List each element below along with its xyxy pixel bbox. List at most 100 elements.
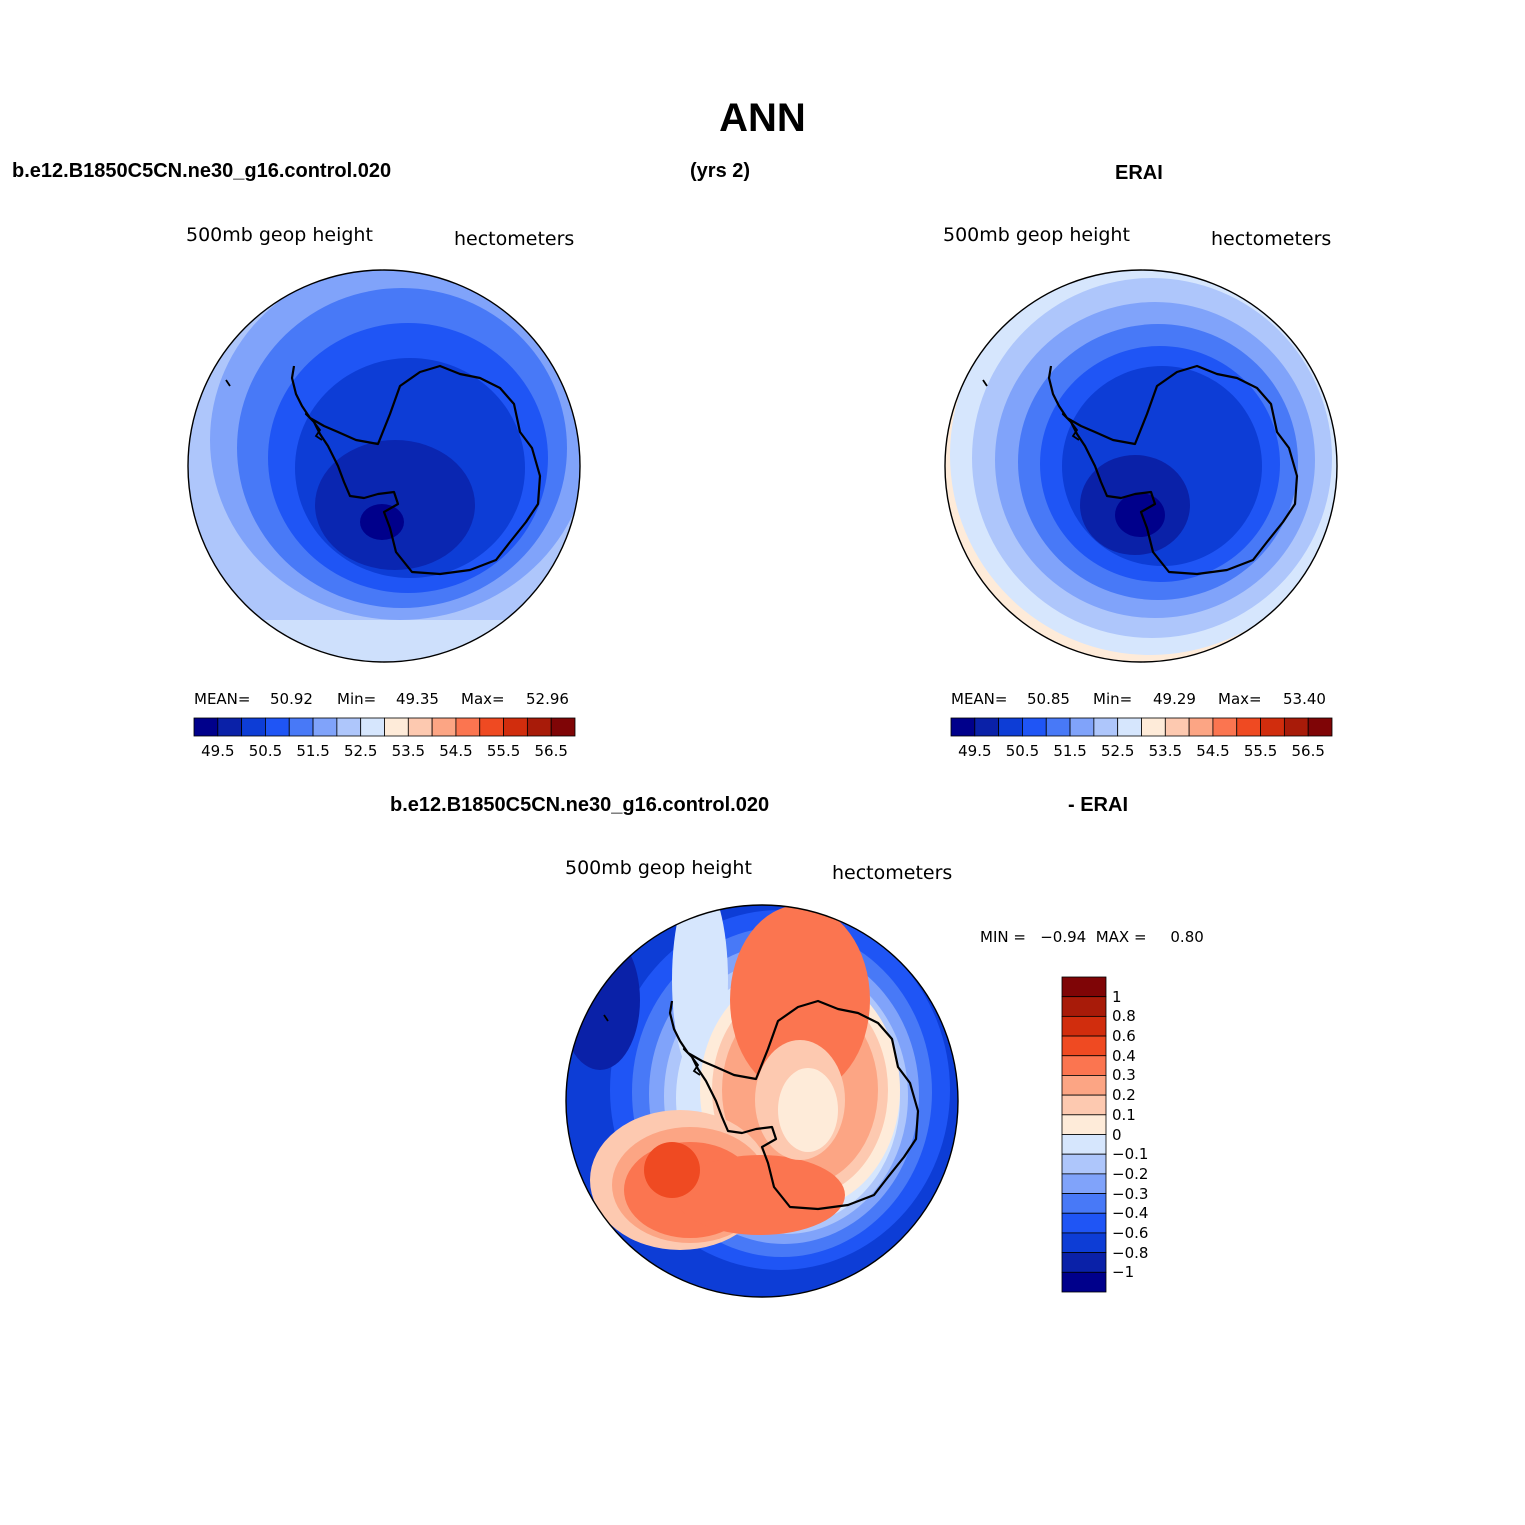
panel3-colorbar-swatch [1061, 1015, 1107, 1037]
panel2-colorbar-swatch [1307, 717, 1333, 737]
panel3-colorbar-swatch [1061, 976, 1107, 998]
panel1-colorbar-tick-label: 50.5 [248, 742, 283, 760]
panel1-colorbar-swatch [312, 717, 338, 737]
panel3-colorbar-swatch [1061, 1094, 1107, 1116]
panel3-colorbar-tick-label: 0.3 [1112, 1066, 1136, 1085]
panel3-colorbar-swatch [1061, 1212, 1107, 1234]
panel1-colorbar-tick-label: 56.5 [534, 742, 568, 760]
panel2-mean-label: MEAN= [951, 690, 1008, 708]
panel3-colorbar-tick-label: −0.6 [1112, 1223, 1149, 1242]
panel3-colorbar-tick-label: 0.4 [1112, 1046, 1136, 1065]
panel2-colorbar-swatch [1212, 717, 1238, 737]
panel3-colorbar-swatch [1061, 1252, 1107, 1273]
panel2-colorbar-swatch [1069, 717, 1095, 737]
panel1-units-label: hectometers [454, 228, 575, 250]
panel3-colorbar-tick-label: −0.8 [1112, 1243, 1149, 1262]
panel2-colorbar-tick-label: 53.5 [1148, 742, 1183, 760]
panel2-max-label: Max= [1218, 690, 1262, 708]
panel3-colorbar-tick-label: 0.2 [1112, 1086, 1136, 1105]
panel1-colorbar-tick-label: 55.5 [486, 742, 521, 760]
panel2-colorbar-tick-label: 55.5 [1243, 742, 1278, 760]
panel1-min-label: Min= [337, 690, 377, 708]
panel2-variable-label: 500mb geop height [943, 224, 1130, 246]
panel2-colorbar-swatch [998, 717, 1023, 737]
panel1-colorbar-swatch [526, 717, 552, 737]
panel1-colorbar-swatch [384, 717, 409, 737]
panel2-colorbar-swatch [1283, 717, 1309, 737]
panel3-colorbar-swatch [1061, 1173, 1107, 1194]
panel3-min-max: MIN = −0.94 MAX = 0.80 [980, 928, 1204, 946]
panel2-colorbar-tick-label: 52.5 [1100, 742, 1135, 760]
panel2-colorbar-swatch [1093, 717, 1119, 737]
panel3-map-border [565, 904, 959, 1298]
panel3-colorbar-tick-label: −0.2 [1112, 1164, 1149, 1183]
panel2-colorbar [950, 717, 1333, 737]
panel3-variable-label: 500mb geop height [565, 857, 752, 879]
panel1-colorbar-swatch [336, 717, 362, 737]
panel1-max-value: 52.96 [526, 690, 569, 708]
panel3-colorbar-swatch [1061, 996, 1107, 1017]
panel3-colorbar-tick-label: −0.1 [1112, 1145, 1149, 1164]
panel1-colorbar-swatch [288, 717, 314, 737]
panel1-min-value: 49.35 [396, 690, 439, 708]
panel1-colorbar-tick-label: 51.5 [296, 742, 330, 760]
panel2-colorbar-tick-label: 50.5 [1005, 742, 1040, 760]
panel2-case-name: ERAI [1115, 162, 1163, 184]
panel1-colorbar-swatch [550, 717, 576, 737]
panel3-colorbar-swatch [1061, 1153, 1107, 1175]
panel2-units-label: hectometers [1211, 228, 1332, 250]
panel1-mean-label: MEAN= [194, 690, 251, 708]
panel3-colorbar-swatch [1061, 1075, 1107, 1096]
panel3-colorbar-tick-label: −0.3 [1112, 1184, 1149, 1203]
panel2-colorbar-tick-label: 54.5 [1196, 742, 1230, 760]
panel2-colorbar-swatch [1045, 717, 1071, 737]
panel2-min-value: 49.29 [1153, 690, 1196, 708]
panel2-colorbar-swatch [950, 717, 976, 737]
panel1-colorbar-swatch [193, 717, 219, 737]
panel2-colorbar-tick-label: 49.5 [958, 742, 992, 760]
panel1-colorbar-swatch [503, 717, 528, 737]
panel3-colorbar [1061, 976, 1107, 1293]
panel1-max-label: Max= [461, 690, 505, 708]
panel1-colorbar-swatch [217, 717, 243, 737]
panel3-colorbar-swatch [1061, 1114, 1107, 1135]
main-title: ANN [719, 96, 806, 140]
panel1-colorbar-swatch [241, 717, 266, 737]
panel2-map-border [944, 269, 1338, 663]
panel3-colorbar-swatch [1061, 1193, 1107, 1214]
panel1-colorbar-tick-label: 53.5 [391, 742, 426, 760]
panel1-colorbar-swatch [431, 717, 457, 737]
panel1-variable-label: 500mb geop height [186, 224, 373, 246]
panel2-map [945, 270, 1337, 662]
panel2-max-value: 53.40 [1283, 690, 1326, 708]
panel1-years: (yrs 2) [690, 160, 751, 182]
panel3-units-label: hectometers [832, 862, 953, 884]
panel3-colorbar-swatch [1061, 1134, 1107, 1155]
panel3-map [566, 905, 958, 1297]
panel3-colorbar-tick-label: 0 [1112, 1125, 1122, 1144]
panel3-suffix: - ERAI [1068, 794, 1128, 816]
panel2-colorbar-swatch [974, 717, 1000, 737]
panel1-map-border [187, 269, 581, 663]
panel1-colorbar-tick-label: 52.5 [343, 742, 378, 760]
panel3-case-name: b.e12.B1850C5CN.ne30_g16.control.020 [390, 794, 770, 816]
panel1-colorbar-swatch [455, 717, 481, 737]
panel1-colorbar-swatch [407, 717, 433, 737]
panel3-colorbar-tick-label: 1 [1112, 987, 1122, 1006]
panel1-colorbar-swatch [360, 717, 385, 737]
panel2-colorbar-tick-label: 51.5 [1053, 742, 1087, 760]
panel1-colorbar-tick-label: 54.5 [439, 742, 473, 760]
panel3-colorbar-swatch [1061, 1232, 1107, 1254]
panel2-mean-value: 50.85 [1027, 690, 1070, 708]
panel3-colorbar-swatch [1061, 1271, 1107, 1293]
panel3-colorbar-tick-label: 0.8 [1112, 1007, 1136, 1026]
panel2-min-label: Min= [1093, 690, 1133, 708]
panel1-colorbar-swatch [265, 717, 290, 737]
panel1-colorbar-tick-label: 49.5 [201, 742, 235, 760]
panel1-colorbar-swatch [479, 717, 504, 737]
panel3-colorbar-swatch [1061, 1035, 1107, 1057]
panel3-colorbar-tick-label: −1 [1112, 1263, 1135, 1282]
panel2-colorbar-swatch [1022, 717, 1047, 737]
panel3-colorbar-tick-label: 0.1 [1112, 1105, 1136, 1124]
